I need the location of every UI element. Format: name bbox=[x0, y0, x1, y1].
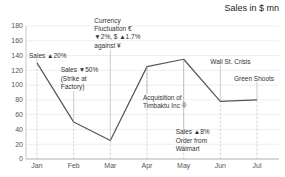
annotation: Acquisition ofTimbaktu Inc ® bbox=[143, 94, 187, 109]
chart: 0 20 40 60 80 100 120 140 160 180 Jan Feb Mar Apr May J… bbox=[0, 0, 285, 177]
annotation: Sales ▲20% bbox=[29, 52, 67, 59]
y-tick-label: 80 bbox=[15, 96, 23, 103]
annotation-leader bbox=[37, 59, 38, 63]
y-axis bbox=[26, 26, 27, 159]
drop-line bbox=[110, 141, 111, 159]
drop-line bbox=[147, 67, 148, 159]
y-tick-label: 40 bbox=[15, 126, 23, 133]
annotation-leader bbox=[220, 65, 221, 101]
grid-line bbox=[26, 129, 279, 130]
annotations: Sales ▲20% Sales ▼50%(Strike atFactory) Cu… bbox=[29, 17, 275, 152]
grid-line bbox=[26, 40, 279, 41]
annotation-leader bbox=[110, 50, 111, 141]
x-tick-label: Mar bbox=[104, 162, 117, 169]
annotation: CurrencyFluctuation €▼2%, $ ▲1.7%against… bbox=[94, 17, 140, 50]
title: Sales in $ mn bbox=[224, 3, 279, 13]
y-tick-label: 20 bbox=[15, 141, 23, 148]
plot-area bbox=[37, 59, 257, 159]
x-tick-label: Feb bbox=[68, 162, 80, 169]
grid-line bbox=[26, 159, 279, 160]
line bbox=[37, 59, 257, 140]
drop-line bbox=[73, 122, 74, 159]
y-tick-label: 160 bbox=[11, 37, 23, 44]
grid-line bbox=[26, 114, 279, 115]
annotation-leader bbox=[147, 67, 148, 94]
y-tick-label: 60 bbox=[15, 111, 23, 118]
annotation: Sales ▲8%Order fromWalmart bbox=[176, 128, 210, 152]
x-tick-label: Jun bbox=[215, 162, 226, 169]
y-tick-label: 140 bbox=[11, 52, 23, 59]
annotation-leader bbox=[183, 59, 184, 128]
x-tick-label: Jan bbox=[31, 162, 42, 169]
drop-line bbox=[257, 100, 258, 159]
annotation: Sales ▼50%(Strike atFactory) bbox=[61, 66, 99, 91]
grid-line bbox=[26, 144, 279, 145]
annotation: Wall St. Crisis bbox=[210, 58, 251, 65]
drop-line bbox=[37, 63, 38, 159]
annotation-leader bbox=[73, 91, 74, 122]
drop-line bbox=[220, 101, 221, 159]
x-tick-label: Jul bbox=[253, 162, 262, 169]
x-tick-label: Apr bbox=[142, 162, 154, 170]
x-tick-label: May bbox=[177, 162, 191, 170]
y-tick-label: 0 bbox=[19, 155, 23, 162]
y-tick-label: 120 bbox=[11, 67, 23, 74]
annotation: Green Shoots bbox=[234, 75, 275, 82]
x-axis bbox=[26, 159, 279, 160]
y-tick-label: 100 bbox=[11, 81, 23, 88]
grid-line bbox=[26, 26, 279, 27]
annotation-leader bbox=[257, 82, 258, 100]
y-tick-label: 180 bbox=[11, 22, 23, 29]
